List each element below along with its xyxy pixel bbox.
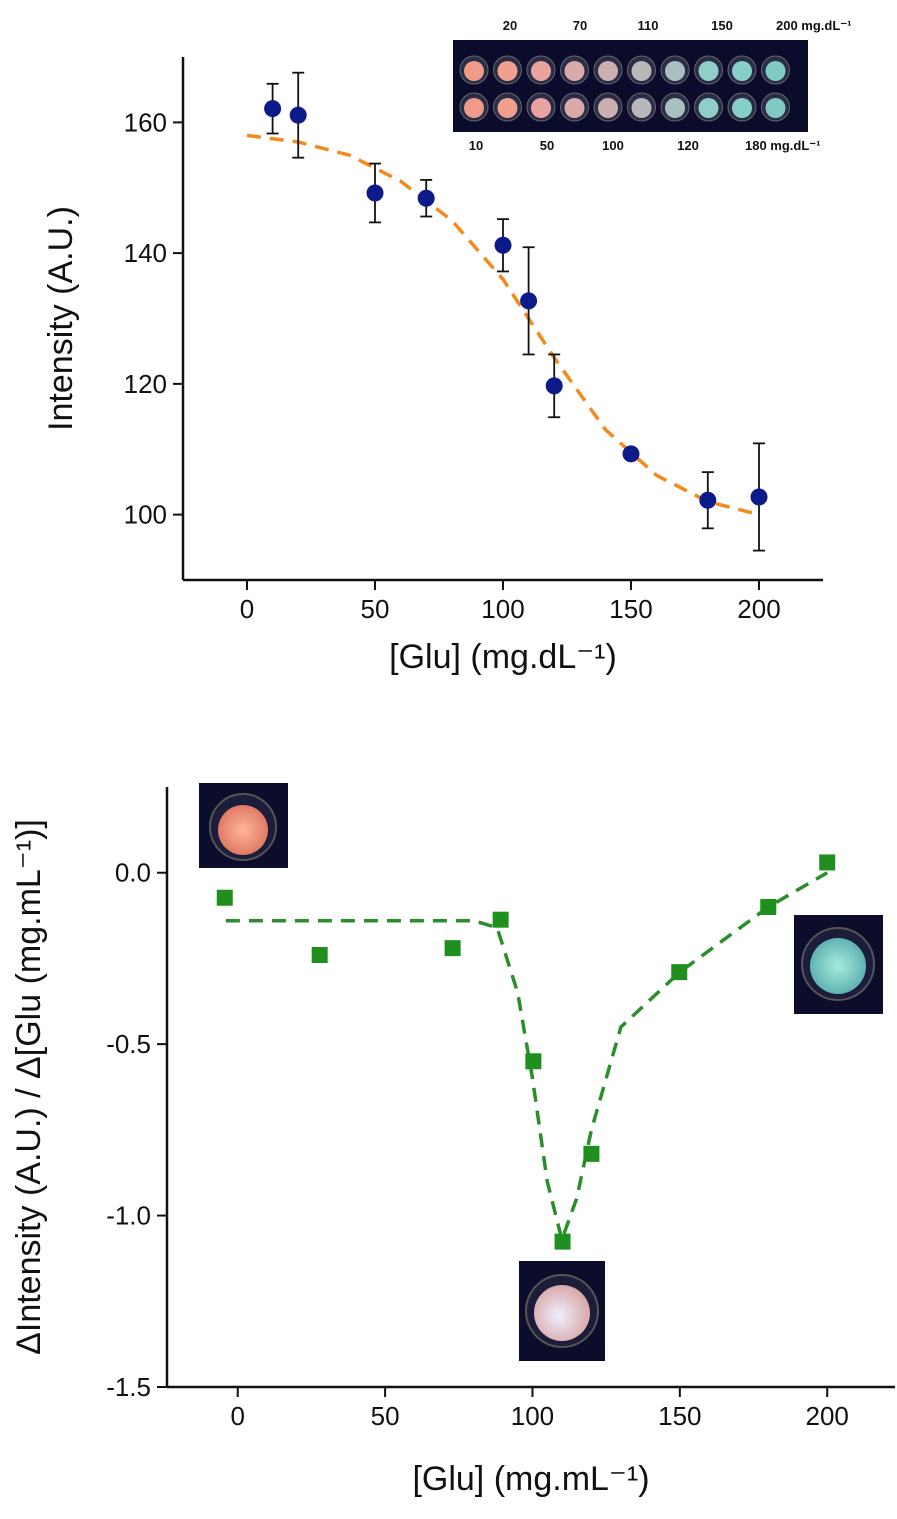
y-tick-label: 160 [124,107,167,137]
well-fill [765,98,786,118]
inset-label: 150 [711,18,733,33]
inset-label: 110 [638,18,659,33]
marker [671,964,688,981]
marker [554,1233,571,1250]
marker [520,292,538,310]
inset-label: 100 [602,138,624,153]
well-fill [497,98,518,118]
marker [760,899,777,915]
well-fill [665,61,685,81]
well-fill [531,61,551,81]
marker [216,889,233,906]
y-tick-label: 0.0 [115,858,151,888]
well-fill [698,98,719,118]
marker [366,184,384,202]
marker [545,377,563,395]
x-axis-label: [Glu] (mg.mL⁻¹) [412,1460,649,1498]
photo-mid [519,1261,605,1361]
y-axis-label: Intensity (A.U.) [42,206,80,431]
y-tick-label: -1.0 [106,1201,151,1231]
marker [525,1053,542,1070]
marker [819,854,836,871]
x-tick-label: 0 [240,594,254,624]
well-fill [497,61,518,81]
inset-label: 120 [677,138,699,153]
y-tick-label: 100 [124,500,167,530]
y-axis-label: ΔIntensity (A.U.) / Δ[Glu (mg.mL⁻¹)] [10,819,48,1355]
well-fill [732,61,752,81]
x-tick-label: 50 [361,594,390,624]
photo-cyan [794,915,883,1014]
x-tick-label: 50 [371,1401,400,1431]
well-fill [698,61,719,81]
x-tick-label: 150 [609,594,652,624]
inset-label: 50 [540,138,554,153]
marker [444,940,461,957]
well-fill [464,61,484,81]
x-tick-label: 100 [511,1401,554,1431]
marker [699,491,717,509]
inset-label: 20 [503,18,517,33]
y-tick-label: 120 [124,369,167,399]
inset-label: 70 [573,18,587,33]
marker [622,445,640,463]
marker [750,488,768,506]
well-fill [531,98,551,118]
x-tick-label: 150 [658,1401,701,1431]
fit-line [225,871,829,1246]
marker [311,947,328,963]
inset-label: 10 [469,138,483,153]
marker [494,236,512,254]
marker [417,189,435,207]
x-tick-label: 100 [481,594,524,624]
marker [492,911,509,928]
well-fill [631,61,652,81]
inset-label: 200 mg.dL⁻¹ [776,18,852,33]
y-tick-label: 140 [124,238,167,268]
x-tick-label: 200 [737,594,780,624]
marker [289,106,307,124]
y-tick-label: -1.5 [106,1372,151,1402]
well-fill [598,98,618,118]
marker [264,100,282,118]
marker [583,1145,600,1162]
well-fill [665,98,685,118]
inset-label: 180 mg.dL⁻¹ [745,138,821,153]
well-fill [598,61,618,81]
well-fill [564,98,585,118]
x-tick-label: 200 [806,1401,849,1431]
x-axis-label: [Glu] (mg.dL⁻¹) [389,638,617,676]
x-tick-label: 0 [231,1401,245,1431]
fit-line [246,133,760,517]
photo-orange [199,783,288,868]
well-fill [765,61,786,81]
well-fill [564,61,585,81]
y-tick-label: -0.5 [106,1029,151,1059]
well-fill [464,98,484,118]
well-fill [631,98,652,118]
well-fill [732,98,752,118]
